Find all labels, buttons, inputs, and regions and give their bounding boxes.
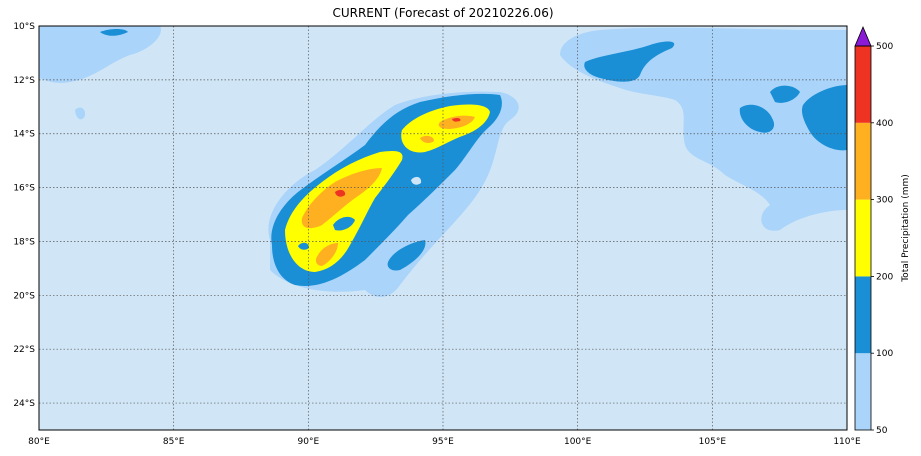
lat-tick-label: 16°S <box>13 184 35 194</box>
lat-tick-label: 24°S <box>13 399 35 409</box>
colorbar: 50 100 200 300 400 500 <box>854 25 893 436</box>
precip-region-orange <box>438 115 475 129</box>
lat-tick-labels: 10°S 12°S 14°S 16°S 18°S 20°S 22°S 24°S <box>13 22 35 409</box>
colorbar-tick-label: 300 <box>876 196 893 206</box>
precip-contours <box>39 26 847 297</box>
precip-region-medium <box>770 85 800 103</box>
lat-tick-label: 14°S <box>13 130 35 140</box>
precip-region-medium <box>739 104 775 133</box>
colorbar-label: Total Precipitation (mm) <box>901 174 911 283</box>
precip-hole <box>333 216 355 231</box>
precip-region-orange <box>301 168 382 229</box>
precip-region-medium <box>100 29 128 36</box>
lon-tick-label: 100°E <box>564 437 592 447</box>
lat-tick-label: 10°S <box>13 22 35 32</box>
precip-region-light <box>39 26 161 83</box>
map-title: CURRENT (Forecast of 20210226.06) <box>332 6 554 20</box>
colorbar-frame <box>854 45 872 431</box>
precip-region-red <box>335 189 346 197</box>
lon-tick-label: 95°E <box>432 437 454 447</box>
lon-tick-labels: 80°E 85°E 90°E 95°E 100°E 105°E 110°E <box>28 437 861 447</box>
colorbar-segment <box>855 353 871 430</box>
lat-tick-label: 20°S <box>13 291 35 301</box>
colorbar-tick-label: 200 <box>876 272 893 282</box>
lat-tick-label: 12°S <box>13 76 35 86</box>
lon-tick-label: 90°E <box>298 437 320 447</box>
lon-tick-label: 80°E <box>28 437 50 447</box>
precip-region-orange <box>315 243 338 266</box>
colorbar-extend-arrow <box>854 25 872 47</box>
lon-tick-label: 105°E <box>699 437 727 447</box>
precip-region-light <box>75 107 86 120</box>
precip-region-medium <box>387 240 426 271</box>
colorbar-tick-label: 100 <box>876 349 893 359</box>
precip-hole <box>298 242 309 250</box>
precip-hole <box>411 176 422 185</box>
colorbar-tick-label: 500 <box>876 42 893 52</box>
colorbar-tick-label: 400 <box>876 119 893 129</box>
colorbar-segment <box>855 122 871 200</box>
lon-tick-label: 85°E <box>163 437 185 447</box>
precip-region-medium <box>584 41 675 82</box>
map-frame <box>38 25 848 431</box>
precip-region-orange <box>420 135 434 143</box>
colorbar-segment <box>855 199 871 277</box>
lon-tick-label: 110°E <box>833 437 861 447</box>
colorbar-tick-label: 50 <box>876 426 888 436</box>
grid-lines <box>39 26 847 430</box>
colorbar-segment <box>855 276 871 354</box>
precip-region-red <box>452 117 461 122</box>
colorbar-segment <box>855 46 871 123</box>
lat-tick-label: 18°S <box>13 237 35 247</box>
lat-tick-label: 22°S <box>13 345 35 355</box>
